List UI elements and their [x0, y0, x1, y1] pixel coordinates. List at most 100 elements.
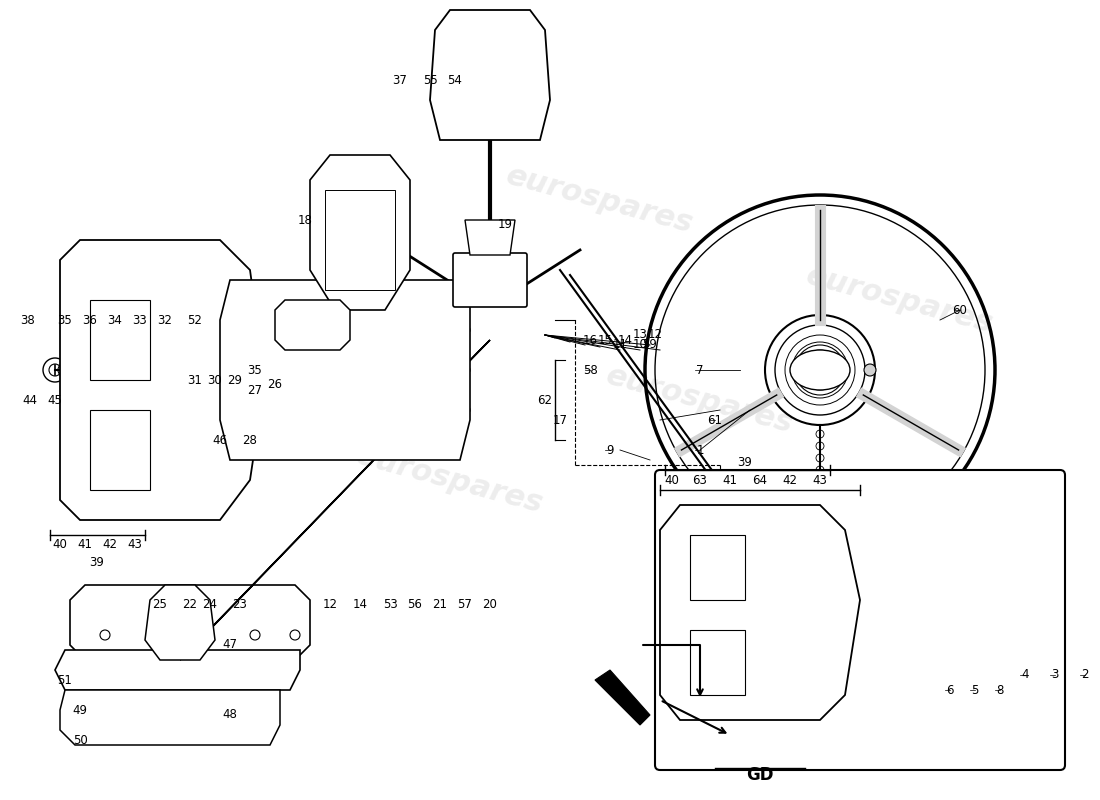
Circle shape [220, 365, 230, 375]
Text: 50: 50 [73, 734, 87, 746]
FancyBboxPatch shape [654, 470, 1065, 770]
Text: 24: 24 [202, 598, 218, 611]
Text: 49: 49 [73, 703, 88, 717]
Polygon shape [220, 280, 470, 460]
Text: 35: 35 [248, 363, 263, 377]
Bar [90, 300, 150, 380]
Circle shape [220, 405, 230, 415]
Text: eurospares: eurospares [353, 441, 547, 519]
Text: 33: 33 [133, 314, 147, 326]
Text: 11: 11 [613, 338, 627, 351]
Text: 61: 61 [707, 414, 723, 426]
Text: 39: 39 [738, 455, 752, 469]
Text: 29: 29 [228, 374, 242, 386]
Text: 52: 52 [188, 314, 202, 326]
Text: 41: 41 [77, 538, 92, 551]
Text: 36: 36 [82, 314, 98, 326]
Circle shape [460, 325, 470, 335]
Polygon shape [180, 340, 490, 660]
Text: 34: 34 [108, 314, 122, 326]
Text: 17: 17 [552, 414, 568, 426]
Text: 8: 8 [997, 683, 1003, 697]
Text: 25: 25 [153, 598, 167, 611]
Text: 53: 53 [383, 598, 397, 611]
Ellipse shape [790, 350, 850, 390]
Text: 7: 7 [696, 363, 704, 377]
Text: 1: 1 [696, 443, 704, 457]
Text: eurospares: eurospares [503, 161, 696, 239]
Text: 31: 31 [188, 374, 202, 386]
Text: 14: 14 [617, 334, 632, 346]
Bar [690, 630, 745, 695]
Polygon shape [70, 585, 310, 670]
Text: 18: 18 [298, 214, 312, 226]
Text: 9: 9 [606, 443, 614, 457]
Text: 15: 15 [597, 334, 613, 346]
Text: 58: 58 [583, 363, 597, 377]
Circle shape [460, 365, 470, 375]
Text: 37: 37 [393, 74, 407, 86]
Text: 22: 22 [183, 598, 198, 611]
Text: 21: 21 [432, 598, 448, 611]
Text: 20: 20 [483, 598, 497, 611]
Text: 38: 38 [21, 314, 35, 326]
Text: 16: 16 [583, 334, 597, 346]
Text: 43: 43 [128, 538, 142, 551]
Text: 30: 30 [208, 374, 222, 386]
Text: 42: 42 [102, 538, 118, 551]
Polygon shape [60, 240, 265, 520]
Text: 59: 59 [642, 338, 658, 351]
Text: 4: 4 [1021, 669, 1028, 682]
Text: 10: 10 [632, 338, 648, 351]
Circle shape [864, 364, 876, 376]
Polygon shape [595, 670, 650, 725]
Text: 45: 45 [47, 394, 63, 406]
Text: 57: 57 [458, 598, 472, 611]
Text: 47: 47 [222, 638, 238, 651]
Text: 48: 48 [222, 709, 238, 722]
Text: 6: 6 [946, 683, 954, 697]
Polygon shape [465, 220, 515, 255]
FancyBboxPatch shape [453, 253, 527, 307]
Polygon shape [55, 650, 300, 690]
Text: 60: 60 [953, 303, 967, 317]
Text: 23: 23 [232, 598, 248, 611]
Polygon shape [275, 300, 350, 350]
Text: 28: 28 [243, 434, 257, 446]
Text: 26: 26 [267, 378, 283, 391]
Text: 35: 35 [57, 314, 73, 326]
Text: 3: 3 [1052, 669, 1058, 682]
Text: 43: 43 [813, 474, 827, 486]
Text: 55: 55 [422, 74, 438, 86]
Text: 2: 2 [1081, 669, 1089, 682]
Text: 19: 19 [497, 218, 513, 231]
Text: 12: 12 [322, 598, 338, 611]
Circle shape [460, 405, 470, 415]
Polygon shape [145, 585, 214, 660]
Polygon shape [430, 10, 550, 140]
Text: 62: 62 [538, 394, 552, 406]
Text: 54: 54 [448, 74, 462, 86]
Text: 46: 46 [212, 434, 228, 446]
Text: 56: 56 [408, 598, 422, 611]
Text: 5: 5 [971, 683, 979, 697]
Text: 40: 40 [664, 474, 680, 486]
Text: 39: 39 [89, 555, 104, 569]
Circle shape [893, 667, 901, 675]
Text: 40: 40 [53, 538, 67, 551]
Text: 12: 12 [648, 329, 662, 342]
Circle shape [943, 627, 951, 635]
Text: 41: 41 [723, 474, 737, 486]
Polygon shape [310, 155, 410, 310]
Circle shape [968, 607, 976, 615]
Polygon shape [60, 690, 280, 745]
Text: 51: 51 [57, 674, 73, 686]
Text: 44: 44 [22, 394, 37, 406]
Circle shape [220, 325, 230, 335]
Text: 14: 14 [352, 598, 367, 611]
Text: 64: 64 [752, 474, 768, 486]
Bar [90, 410, 150, 490]
Text: GD: GD [746, 766, 773, 784]
Bar [690, 535, 745, 600]
Text: 63: 63 [693, 474, 707, 486]
